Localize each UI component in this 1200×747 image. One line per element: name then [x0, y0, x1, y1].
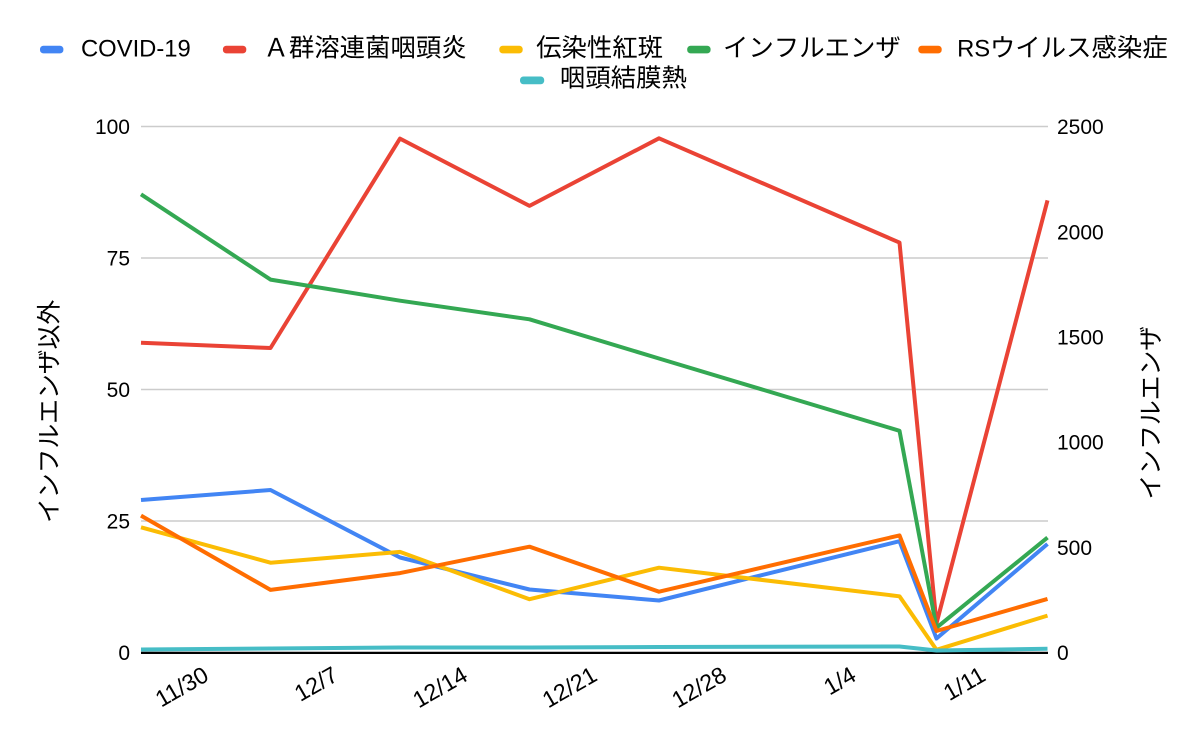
svg-text:1500: 1500: [1057, 327, 1104, 350]
svg-text:2500: 2500: [1057, 116, 1104, 139]
svg-text:50: 50: [107, 379, 130, 402]
svg-text:0: 0: [1057, 642, 1069, 665]
svg-text:25: 25: [107, 511, 130, 534]
svg-text:500: 500: [1057, 537, 1092, 560]
svg-text:100: 100: [95, 116, 130, 139]
svg-text:2000: 2000: [1057, 221, 1104, 244]
svg-text:1000: 1000: [1057, 432, 1104, 455]
svg-text:75: 75: [107, 248, 130, 271]
svg-text:RS: RS: [957, 36, 990, 63]
svg-text:0: 0: [118, 642, 130, 665]
svg-text:COVID-19: COVID-19: [81, 36, 191, 63]
